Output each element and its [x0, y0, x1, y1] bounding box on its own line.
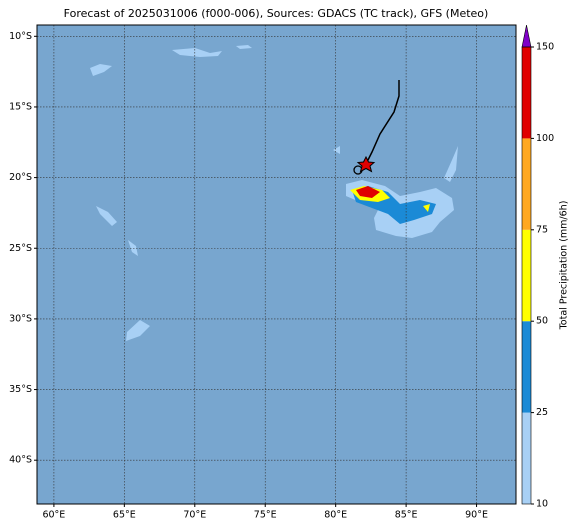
precip-area — [356, 186, 380, 198]
colorbar-frame — [521, 46, 532, 505]
precip-area — [172, 48, 222, 57]
precip-areas — [90, 45, 458, 341]
colorbar-tick-label: 100 — [536, 133, 554, 144]
tc-position — [356, 155, 376, 173]
x-tick-label: 85°E — [395, 510, 418, 521]
precip-area — [236, 45, 252, 49]
y-tick-label: 20°S — [9, 172, 32, 183]
y-tick-label: 40°S — [9, 455, 32, 466]
y-tick-label: 10°S — [9, 31, 32, 42]
colorbar-tick-label: 75 — [536, 224, 548, 235]
x-tick-label: 75°E — [254, 510, 277, 521]
y-tick-label: 25°S — [9, 243, 32, 254]
colorbar-tick-label: 150 — [536, 42, 554, 53]
colorbar-tick-label: 25 — [536, 407, 548, 418]
map-title: Forecast of 2025031006 (f000-006), Sourc… — [64, 7, 489, 20]
colorbar-segment — [522, 47, 531, 139]
map-frame — [36, 24, 517, 505]
grid — [37, 25, 516, 504]
x-tick-label: 80°E — [324, 510, 347, 521]
precip-area — [423, 204, 430, 212]
colorbar-extend — [521, 24, 532, 48]
precip-area — [96, 206, 117, 226]
colorbar-segment — [522, 412, 531, 504]
colorbar-segment — [522, 321, 531, 413]
x-tick-label: 90°E — [465, 510, 488, 521]
y-tick-label: 15°S — [9, 101, 32, 112]
x-tick-label: 65°E — [113, 510, 136, 521]
colorbar-segment — [522, 229, 531, 322]
colorbar: 10 25 50 75 100 150 — [521, 24, 554, 510]
colorbar-tick-label: 10 — [536, 499, 548, 510]
colorbar-label: Total Precipitation (mm/6h) — [559, 201, 570, 331]
y-tick-label: 30°S — [9, 313, 32, 324]
precip-area — [90, 64, 112, 76]
colorbar-tick-label: 50 — [536, 316, 548, 327]
ocean — [37, 25, 516, 504]
tc-track — [365, 80, 400, 165]
colorbar-segment — [522, 138, 531, 230]
x-tick-label: 60°E — [42, 510, 65, 521]
precip-area — [444, 146, 458, 182]
precip-area — [333, 146, 340, 154]
y-tick-label: 35°S — [9, 384, 32, 395]
x-tick-label: 70°E — [183, 510, 206, 521]
precip-area — [126, 320, 150, 341]
